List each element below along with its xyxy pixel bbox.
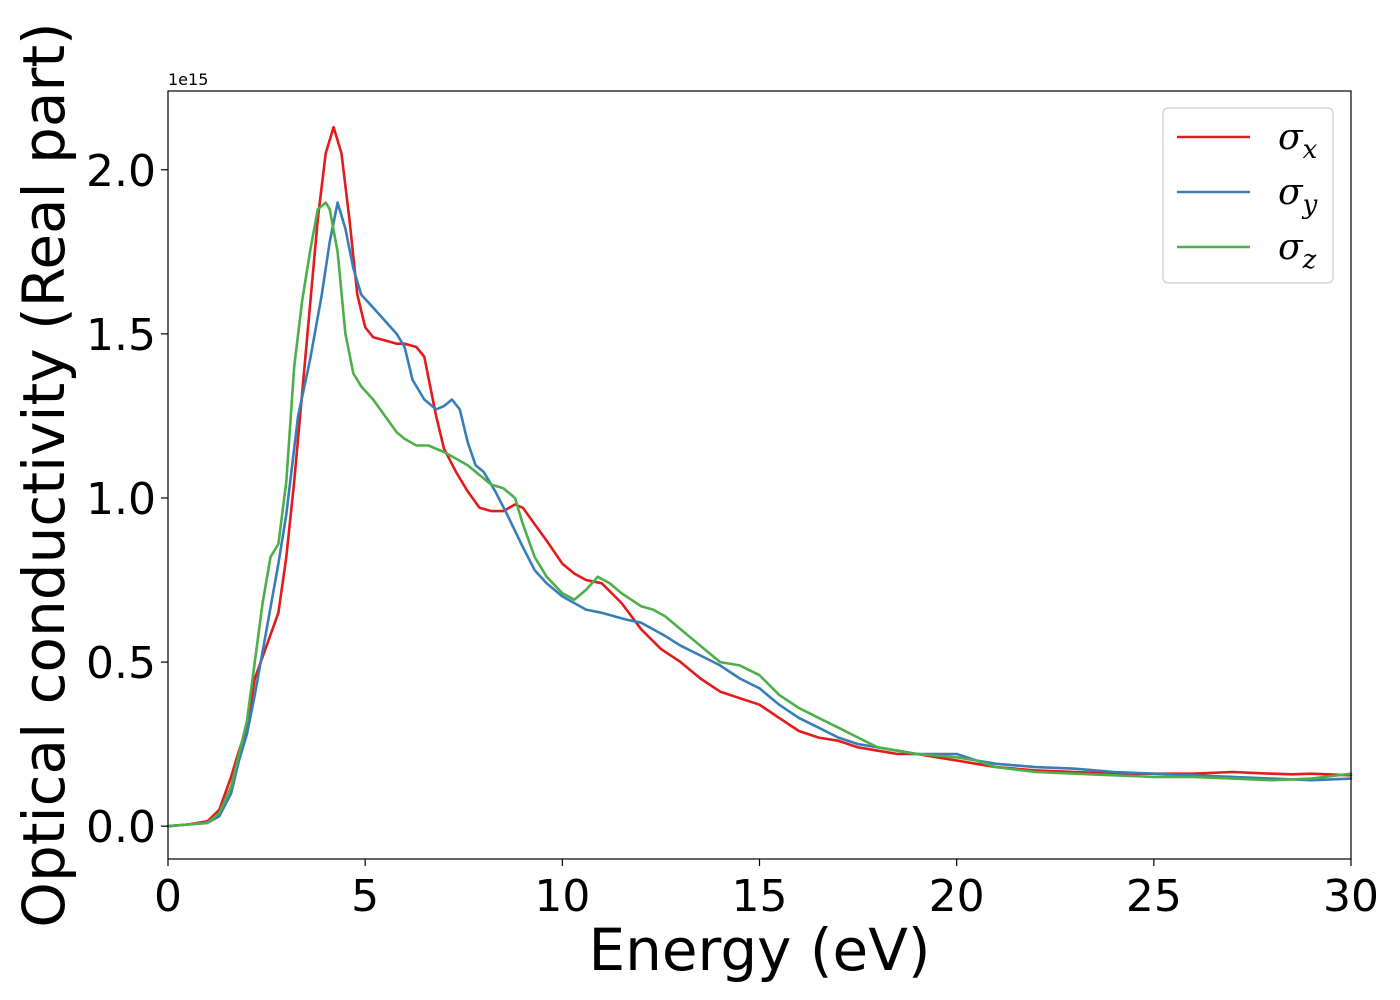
x-tick-label: 5 [351, 871, 379, 922]
x-tick-label: 15 [732, 871, 788, 922]
legend-label-y: σy [1278, 172, 1318, 220]
y-tick-label: 2.0 [86, 146, 156, 197]
legend-frame [1162, 107, 1334, 284]
x-tick-label: 30 [1323, 871, 1379, 922]
y-tick-label: 1.5 [86, 310, 156, 361]
x-tick-label: 25 [1126, 871, 1182, 922]
legend-label-x: σx [1278, 117, 1318, 165]
legend-label-main: σ [1278, 227, 1304, 268]
y-offset-text: 1e15 [168, 70, 208, 89]
y-axis-title: Optical conductivity (Real part) [10, 22, 78, 927]
legend-label-subscript: x [1303, 135, 1318, 165]
plot-area [168, 91, 1351, 859]
series-line-z [166, 201, 1353, 828]
x-tick-label: 10 [534, 871, 590, 922]
legend-label-main: σ [1278, 172, 1304, 213]
y-tick-label: 0.0 [86, 802, 156, 853]
legend-label-subscript: z [1302, 245, 1317, 275]
legend-label-z: σz [1278, 227, 1317, 275]
y-tick-label: 1.0 [86, 474, 156, 525]
series-group [166, 125, 1353, 828]
x-tick-label: 20 [929, 871, 985, 922]
x-tick-label: 0 [154, 871, 182, 922]
y-tick-label: 0.5 [86, 638, 156, 689]
legend-label-main: σ [1278, 117, 1304, 158]
series-line-y [166, 201, 1353, 828]
x-axis-ticks: 0 5 10 15 20 25 30 [154, 859, 1379, 922]
x-axis-title: Energy (eV) [588, 916, 930, 984]
legend-label-subscript: y [1302, 190, 1318, 220]
y-axis-ticks: 0.0 0.5 1.0 1.5 2.0 [86, 146, 168, 853]
